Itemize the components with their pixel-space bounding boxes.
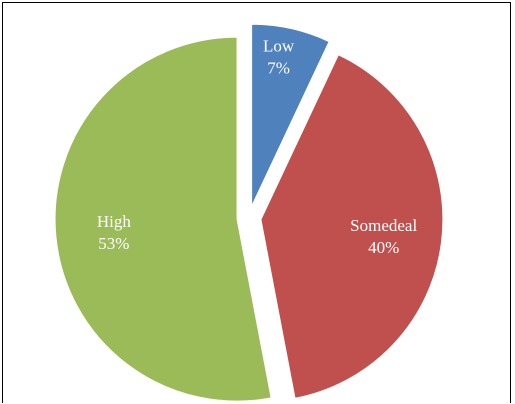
slice-percent-somedeal: 40% [368,238,399,257]
pie-slice-somedeal[interactable] [260,54,444,399]
slice-percent-low: 7% [267,59,290,78]
pie-slices [54,23,444,402]
pie-chart: Low 7% Somedeal 40% High 53% [54,23,444,402]
slice-label-somedeal: Somedeal [350,216,417,235]
slice-label-high: High [97,212,132,231]
slice-label-low: Low [263,37,295,56]
slice-percent-high: 53% [98,234,129,253]
pie-labels: Low 7% Somedeal 40% High 53% [97,37,418,258]
pie-slice-high[interactable] [54,36,272,402]
pie-slice-low[interactable] [251,23,330,207]
